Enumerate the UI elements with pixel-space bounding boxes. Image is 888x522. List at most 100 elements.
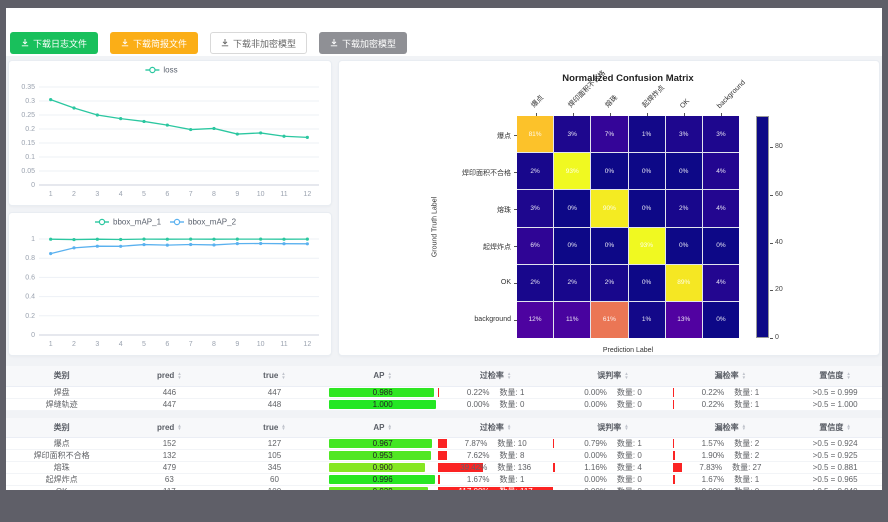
sort-caret-icon[interactable]: ▲ ▼ <box>387 422 392 432</box>
rate-count: 数量: 1 <box>616 439 642 448</box>
cell-misjudge-rate: 0.00% 数量: 0 <box>553 398 673 411</box>
svg-text:0.4: 0.4 <box>25 294 35 301</box>
cell-true: 100 <box>221 485 328 490</box>
cm-col-label: 爆点 <box>529 94 545 110</box>
cell-true: 448 <box>221 398 328 411</box>
cm-cell: 93% <box>554 153 591 190</box>
svg-text:9: 9 <box>235 341 239 348</box>
sort-caret-icon[interactable]: ▲ ▼ <box>177 371 182 380</box>
sort-caret-icon[interactable]: ▲ ▼ <box>741 422 747 432</box>
download-icon <box>330 39 338 47</box>
sort-caret-icon[interactable]: ▲ ▼ <box>624 371 629 380</box>
col-header-ap[interactable]: AP ▲ ▼ <box>327 366 438 387</box>
cm-cell: 3% <box>665 116 702 153</box>
cm-cell: 89% <box>665 264 702 301</box>
rate-pct: 0.79% <box>584 439 607 448</box>
sort-caret-icon[interactable]: ▲ ▼ <box>281 422 286 432</box>
header-label: pred <box>156 422 175 432</box>
ap-bar <box>329 463 426 472</box>
ap-bar <box>329 475 436 484</box>
metrics-tables: 类别 pred ▲ ▼ true ▲ ▼ AP ▲ ▼ 过检率 ▲ ▼ 误判率 ▲ ▼ 漏检率 ▲ ▼ 置信度 ▲ ▼ 焊盘… <box>6 366 882 490</box>
col-header-misjudge-rate[interactable]: 误判率 ▲ ▼ <box>553 366 673 387</box>
rate-pct: 0.00% <box>584 399 607 409</box>
download-encrypted-model-button[interactable]: 下载加密模型 <box>319 32 408 54</box>
legend-item-loss[interactable]: loss <box>145 66 178 75</box>
sort-caret-icon[interactable]: ▲ ▼ <box>506 371 512 380</box>
col-header-confidence[interactable]: 置信度 ▲ ▼ <box>788 366 882 387</box>
rate-count: 数量: 4 <box>616 463 642 472</box>
svg-text:4: 4 <box>119 191 123 198</box>
cell-category: 焊盘 <box>6 386 118 399</box>
cm-cell: 1% <box>628 301 665 338</box>
cell-miss-rate: 0.22% 数量: 1 <box>672 398 789 411</box>
svg-text:3: 3 <box>95 191 99 198</box>
col-header-true[interactable]: true ▲ ▼ <box>221 417 328 438</box>
download-unencrypted-model-button[interactable]: 下载非加密模型 <box>210 32 308 54</box>
cell-true: 345 <box>221 461 328 474</box>
rate-bar <box>437 463 484 472</box>
col-header-pred[interactable]: pred ▲ ▼ <box>117 417 222 438</box>
cm-row-label: 起焊炸点 <box>483 243 511 251</box>
sort-caret-icon[interactable]: ▲ ▼ <box>177 422 182 432</box>
button-label: 下载日志文件 <box>33 38 88 49</box>
cell-over-rate: 39.42% 数量: 136 <box>437 461 554 474</box>
cm-col-label: 熔珠 <box>603 94 619 110</box>
cm-cell: 0% <box>702 301 739 338</box>
sort-caret-icon[interactable]: ▲ ▼ <box>281 371 286 380</box>
legend-item-bbox_mAP_1[interactable]: bbox_mAP_1 <box>95 218 162 227</box>
rate-pct: 0.00% <box>584 451 607 460</box>
cell-ap: 0.996 <box>327 473 438 486</box>
cm-cell: 81% <box>517 116 554 153</box>
cell-confidence: >0.5 = 0.999 <box>788 386 882 399</box>
cm-row-label: 熔珠 <box>497 206 511 214</box>
sort-caret-icon[interactable]: ▲ ▼ <box>741 371 747 380</box>
header-label: 误判率 <box>597 422 622 432</box>
cm-cell: 0% <box>702 227 739 264</box>
rate-bar <box>553 439 555 448</box>
ap-bar <box>329 387 435 397</box>
rate-count: 数量: 2 <box>734 451 760 460</box>
sort-caret-icon[interactable]: ▲ ▼ <box>624 422 629 432</box>
svg-text:2: 2 <box>72 341 76 348</box>
col-header-miss-rate[interactable]: 漏检率 ▲ ▼ <box>672 366 789 387</box>
download-log-button[interactable]: 下载日志文件 <box>10 32 99 54</box>
sort-caret-icon[interactable]: ▲ ▼ <box>846 422 851 432</box>
col-header-true[interactable]: true ▲ ▼ <box>221 366 328 387</box>
rate-pct: 0.00% <box>584 387 607 397</box>
rate-count: 数量: 0 <box>499 399 525 409</box>
rate-count: 数量: 0 <box>617 486 642 490</box>
cell-misjudge-rate: 0.00% 数量: 0 <box>553 473 673 486</box>
svg-text:0.25: 0.25 <box>21 112 35 119</box>
rate-pct: 0.00% <box>702 486 725 490</box>
colorbar-tick: 60 <box>775 190 783 198</box>
cell-true: 127 <box>221 437 328 450</box>
rate-count: 数量: 117 <box>500 486 533 490</box>
legend-item-bbox_mAP_2[interactable]: bbox_mAP_2 <box>170 218 237 227</box>
col-header-misjudge-rate[interactable]: 误判率 ▲ ▼ <box>553 417 673 438</box>
svg-text:0: 0 <box>31 182 35 189</box>
col-header-miss-rate[interactable]: 漏检率 ▲ ▼ <box>672 417 789 438</box>
sort-caret-icon[interactable]: ▲ ▼ <box>846 371 851 380</box>
download-brief-button[interactable]: 下载简报文件 <box>110 32 199 54</box>
cm-row-label: 爆点 <box>497 132 511 140</box>
cell-confidence: >0.5 = 0.925 <box>788 449 882 462</box>
col-header-ap[interactable]: AP ▲ ▼ <box>327 417 438 438</box>
col-header-confidence[interactable]: 置信度 ▲ ▼ <box>788 417 882 438</box>
cell-ap: 0.900 <box>327 461 438 474</box>
sort-caret-icon[interactable]: ▲ ▼ <box>387 371 392 380</box>
svg-text:1: 1 <box>49 341 53 348</box>
col-header-over-rate[interactable]: 过检率 ▲ ▼ <box>437 417 554 438</box>
col-header-category: 类别 <box>6 366 118 387</box>
cell-true: 60 <box>221 473 328 486</box>
rate-count: 数量: 136 <box>497 463 532 472</box>
cell-miss-rate: 0.22% 数量: 1 <box>672 386 789 399</box>
svg-text:bbox_mAP_1: bbox_mAP_1 <box>113 218 162 227</box>
svg-text:12: 12 <box>303 341 311 348</box>
cell-category: 熔珠 <box>6 461 118 474</box>
col-header-over-rate[interactable]: 过检率 ▲ ▼ <box>437 366 554 387</box>
table-row: 熔珠 479 345 0.900 39.42% 数量: 136 1.16% 数量: 4 7.83… <box>6 461 882 474</box>
col-header-pred[interactable]: pred ▲ ▼ <box>117 366 222 387</box>
sort-caret-icon[interactable]: ▲ ▼ <box>506 422 512 432</box>
rate-bar <box>553 463 555 472</box>
rate-pct: 39.42% <box>460 463 488 472</box>
